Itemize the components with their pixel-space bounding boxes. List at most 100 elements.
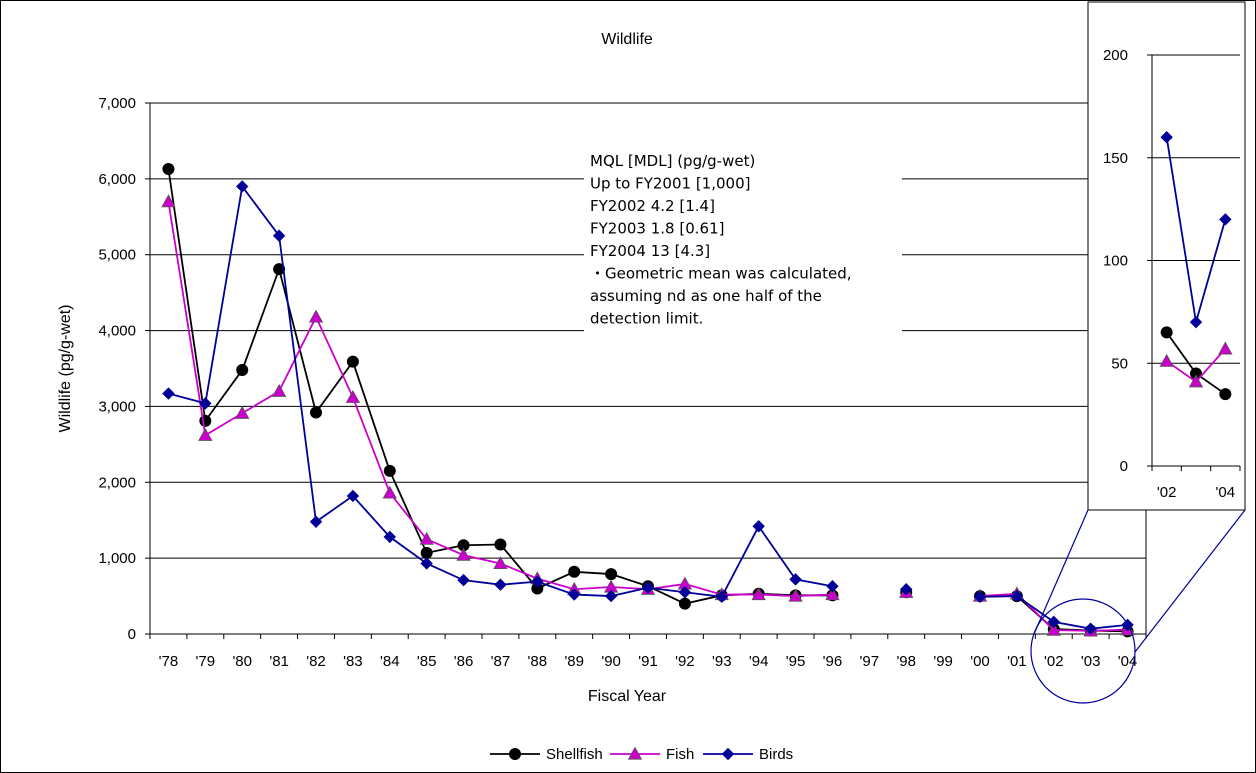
data-point	[715, 590, 728, 604]
data-point	[751, 587, 766, 601]
data-point	[309, 515, 323, 528]
y-tick-label: 4,000	[98, 323, 136, 340]
x-tick-label: '98	[896, 653, 916, 670]
data-point	[383, 530, 396, 544]
annotation-line: assuming nd as one half of the	[590, 287, 822, 305]
annotation-line: detection limit.	[590, 310, 703, 328]
data-point	[494, 578, 507, 591]
data-point	[420, 546, 433, 559]
x-tick-label: '92	[675, 653, 695, 670]
y-tick-label: 0	[128, 626, 136, 643]
zoom-connector	[1033, 509, 1089, 635]
data-point	[236, 364, 249, 377]
x-tick-label: '00	[970, 653, 990, 670]
data-point	[604, 589, 618, 603]
legend-label: Shellfish	[546, 746, 603, 763]
data-point	[826, 580, 839, 593]
data-point	[531, 575, 544, 588]
data-point	[568, 565, 581, 578]
zoom-circle	[1030, 598, 1136, 704]
data-point	[900, 583, 913, 596]
x-tick-label: '83	[343, 653, 363, 670]
data-point	[161, 194, 176, 208]
data-point	[825, 587, 840, 601]
data-point	[678, 597, 691, 610]
data-point	[162, 162, 175, 175]
x-tick-label: '78	[159, 653, 179, 670]
data-point	[346, 355, 359, 368]
data-point	[382, 485, 397, 499]
series-birds	[162, 180, 1134, 635]
x-axis-label: Fiscal Year	[588, 688, 667, 705]
x-tick-label: '86	[454, 653, 474, 670]
data-point	[1046, 622, 1061, 636]
x-tick-label: '91	[638, 653, 658, 670]
inset-data-point	[1160, 130, 1173, 144]
y-tick-label: 7,000	[98, 95, 136, 112]
x-tick-label: '96	[823, 653, 843, 670]
data-point	[494, 538, 507, 551]
data-point	[235, 405, 250, 419]
inset-data-point	[1218, 341, 1233, 355]
x-tick-label: '81	[269, 653, 289, 670]
data-point	[162, 387, 175, 400]
chart-title: Wildlife	[601, 31, 653, 48]
data-point	[1047, 615, 1060, 629]
data-point	[345, 390, 361, 403]
legend-item-birds: Birds	[703, 746, 793, 763]
legend-marker	[721, 747, 735, 761]
data-point	[346, 489, 360, 503]
x-tick-label: '93	[712, 653, 732, 670]
legend-label: Birds	[759, 746, 793, 763]
data-point	[641, 581, 655, 594]
inset-data-point	[1159, 353, 1174, 367]
data-point	[199, 414, 212, 427]
inset-series-shellfish	[1160, 326, 1232, 401]
data-point	[457, 573, 470, 587]
data-point	[678, 586, 692, 599]
x-tick-label: '88	[528, 653, 548, 670]
y-tick-label: 3,000	[98, 398, 136, 415]
x-tick-label: '85	[417, 653, 437, 670]
inset-y-tick-label: 50	[1111, 355, 1128, 372]
zoom-connector	[1134, 509, 1246, 653]
annotation-line: FY2004 13 [4.3]	[590, 242, 710, 260]
legend-item-shellfish: Shellfish	[490, 746, 603, 763]
y-tick-label: 6,000	[98, 171, 136, 188]
x-tick-label: '79	[196, 653, 216, 670]
y-tick-label: 5,000	[98, 247, 136, 264]
data-point	[493, 556, 508, 570]
data-point	[568, 588, 581, 601]
inset-series-birds	[1160, 130, 1232, 329]
data-point	[271, 383, 287, 397]
data-point	[308, 309, 324, 323]
inset-data-point	[1219, 388, 1232, 401]
x-tick-label: '01	[1007, 653, 1027, 670]
inset-x-tick-label: '04	[1216, 484, 1236, 501]
legend-label: Fish	[666, 746, 694, 763]
legend-item-fish: Fish	[610, 746, 694, 763]
inset-y-tick-label: 0	[1120, 458, 1128, 475]
data-point	[383, 464, 396, 477]
inset-series-fish	[1159, 341, 1233, 388]
data-point	[605, 568, 618, 581]
data-point	[752, 520, 765, 533]
data-point	[1084, 622, 1097, 635]
data-point	[199, 397, 212, 410]
inset-data-point	[1189, 315, 1203, 329]
legend-marker	[509, 748, 521, 760]
annotation-box	[584, 143, 902, 351]
x-tick-label: '02	[1044, 653, 1064, 670]
x-tick-label: '87	[491, 653, 511, 670]
y-tick-label: 1,000	[98, 550, 136, 567]
x-tick-label: '03	[1081, 653, 1101, 670]
data-point	[788, 588, 803, 602]
annotation-line: MQL [MDL] (pg/g-wet)	[590, 152, 755, 170]
annotation-line: FY2003 1.8 [0.61]	[590, 220, 724, 238]
inset-frame	[1087, 1, 1246, 511]
x-tick-label: '90	[601, 653, 621, 670]
x-tick-label: '89	[564, 653, 584, 670]
